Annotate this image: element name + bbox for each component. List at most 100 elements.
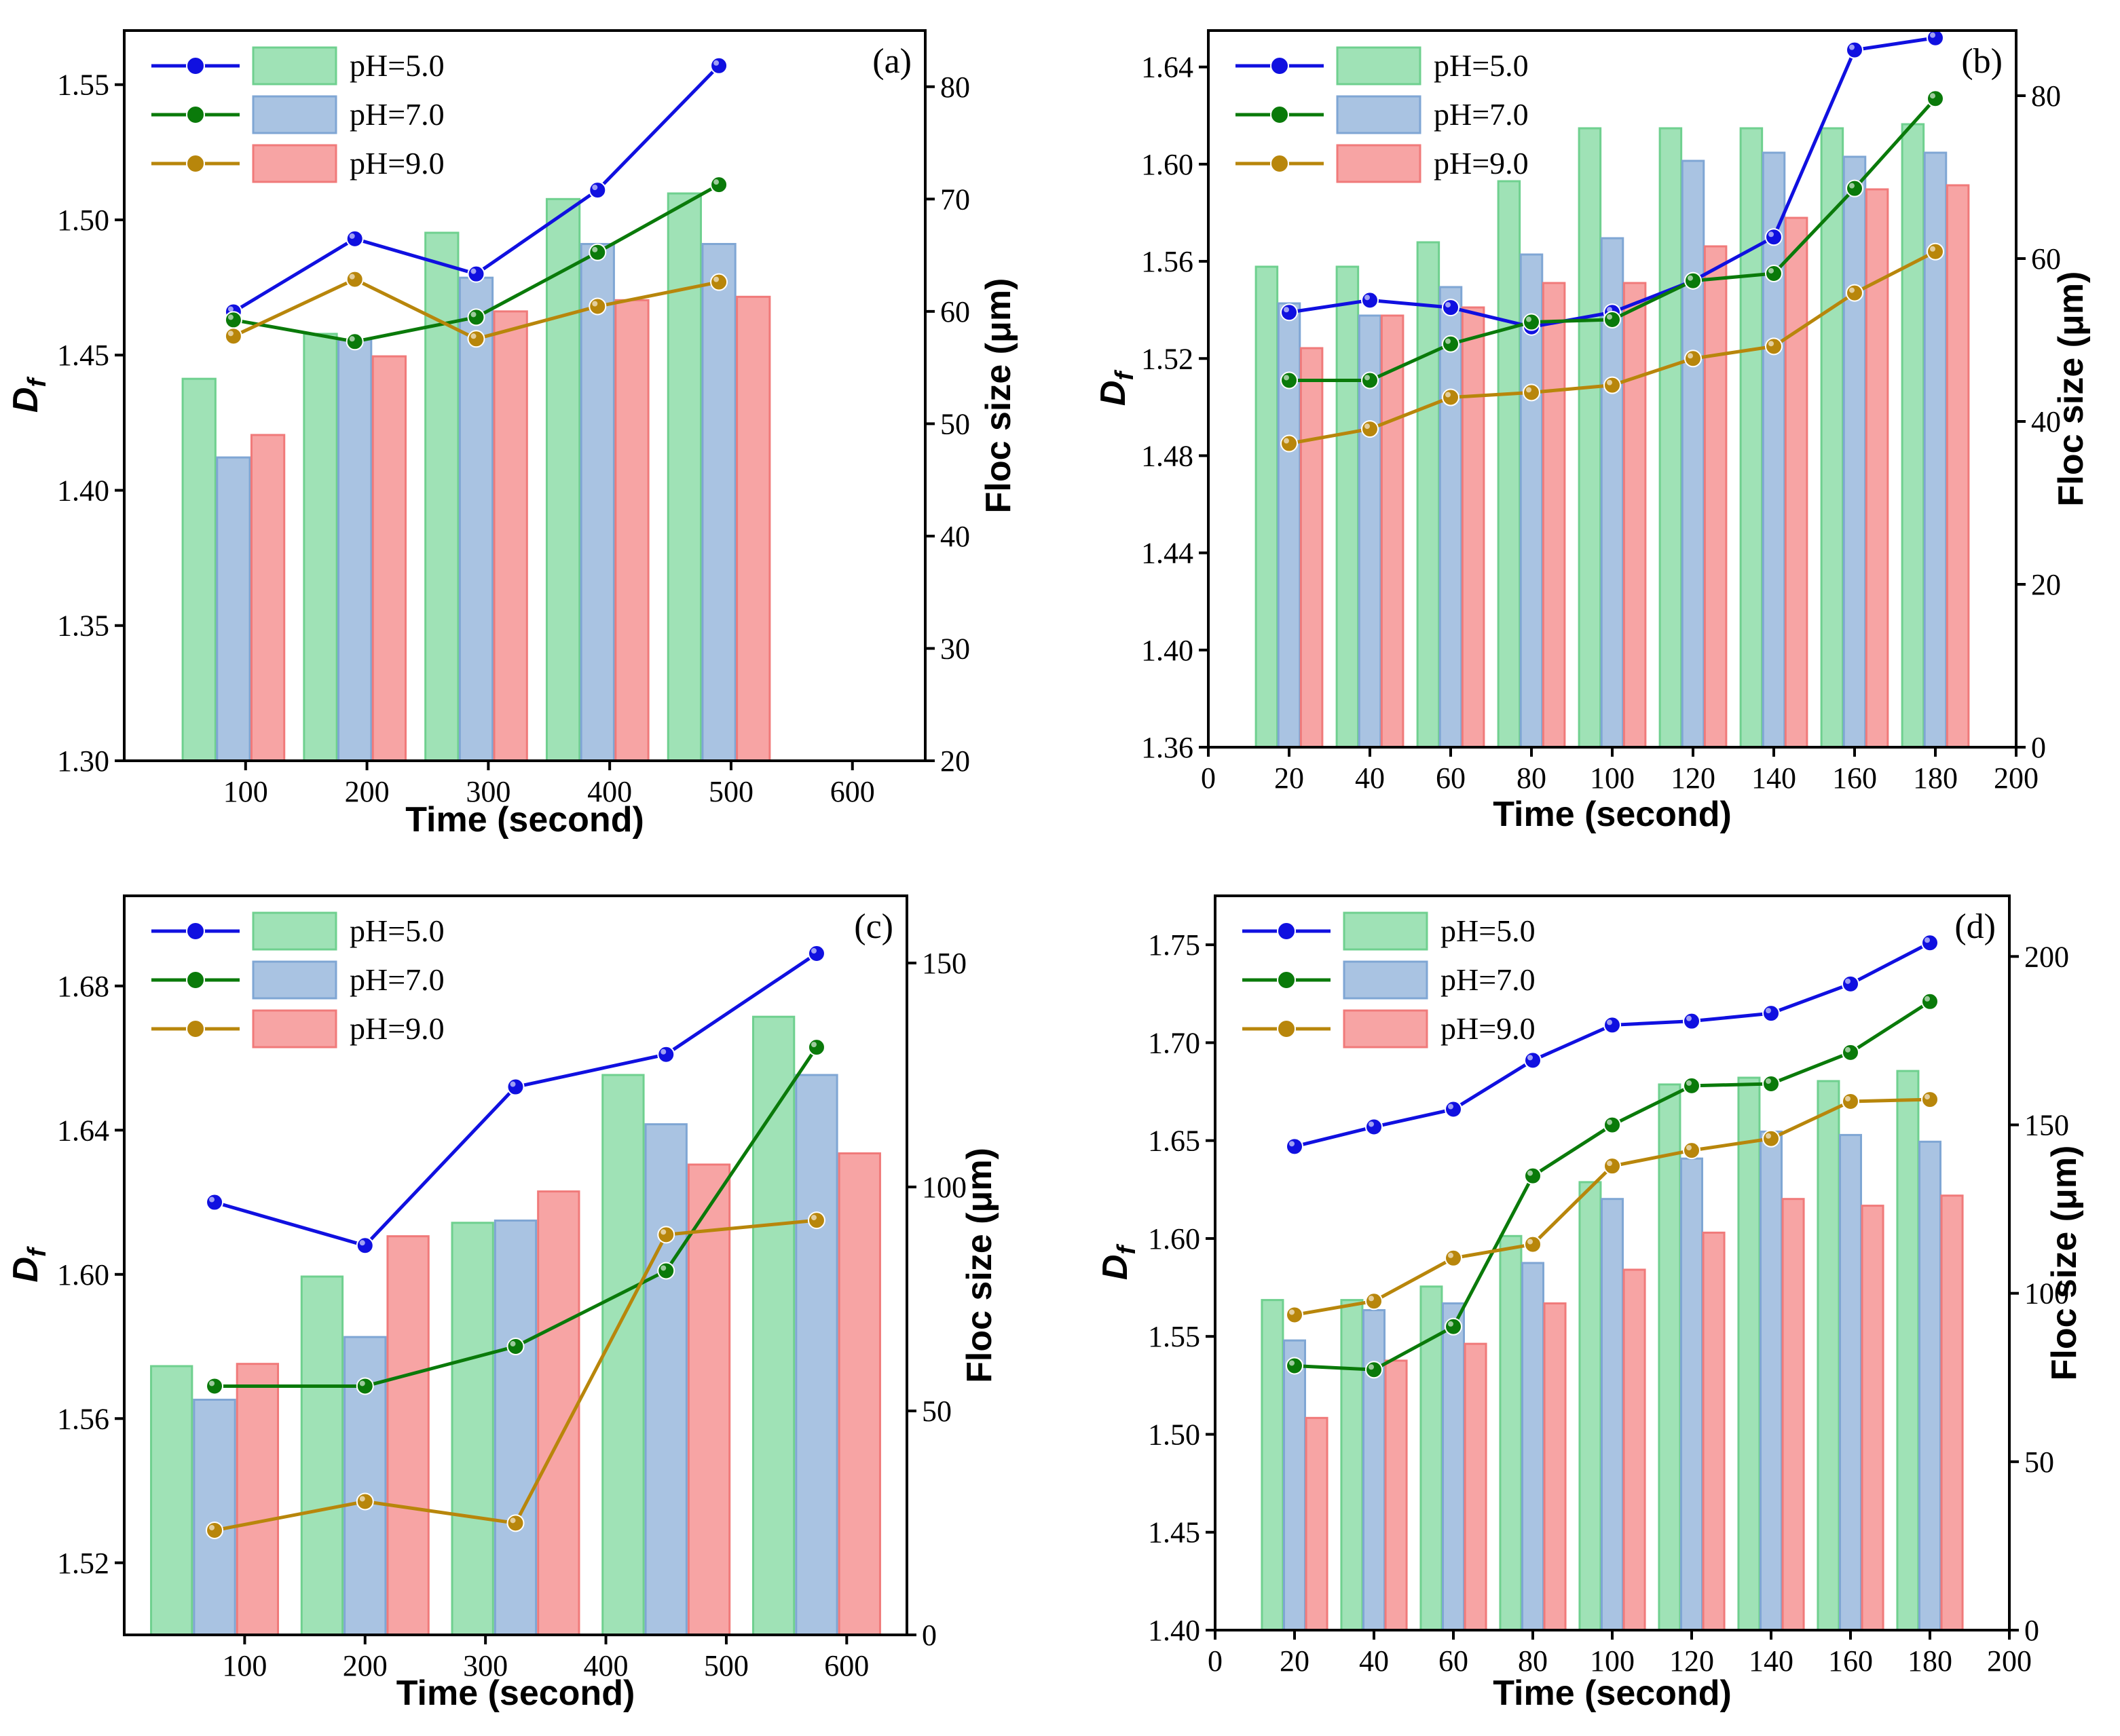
y-right-tick-label: 0 bbox=[2024, 1614, 2039, 1647]
point-highlight bbox=[227, 331, 234, 337]
point-highlight bbox=[1369, 1296, 1374, 1302]
bar-pH50-2 bbox=[424, 231, 460, 762]
point-pH50-2 bbox=[506, 1078, 525, 1096]
point-highlight bbox=[1688, 275, 1693, 281]
y-left-tick-label: 1.55 bbox=[1148, 1320, 1200, 1353]
y-left-tick-label: 1.36 bbox=[1141, 731, 1193, 764]
bar-pH70-0 bbox=[1277, 302, 1301, 749]
x-tick-label: 600 bbox=[824, 1649, 869, 1682]
bar-pH90-5 bbox=[1703, 245, 1728, 749]
y-left-tick-label: 1.60 bbox=[1141, 148, 1193, 181]
bar-pH50-5 bbox=[1658, 127, 1683, 749]
point-highlight bbox=[209, 1524, 215, 1530]
point-highlight bbox=[1849, 287, 1855, 293]
bar-pH70-5 bbox=[1679, 1157, 1704, 1631]
x-tick-label: 200 bbox=[345, 775, 390, 808]
legend-label: pH=9.0 bbox=[350, 1011, 445, 1046]
bar-pH90-0 bbox=[250, 434, 286, 762]
point-highlight bbox=[1766, 1008, 1771, 1014]
legend-marker bbox=[1277, 922, 1296, 941]
legend-marker bbox=[1270, 56, 1289, 75]
y-right-axis-title: Floc size (μm) bbox=[979, 278, 1018, 514]
point-highlight bbox=[1526, 387, 1531, 393]
legend-swatch bbox=[1343, 960, 1428, 1000]
point-pH50-0 bbox=[206, 1193, 224, 1211]
y-right-tick-label: 150 bbox=[2024, 1109, 2069, 1142]
point-pH70-6 bbox=[1765, 264, 1783, 282]
point-highlight bbox=[510, 1341, 516, 1347]
panel-label: (c) bbox=[854, 907, 893, 946]
point-highlight bbox=[1686, 1080, 1692, 1086]
bar-pH90-8 bbox=[1940, 1194, 1964, 1631]
y-right-tick-label: 20 bbox=[940, 744, 970, 778]
panel-label: (d) bbox=[1954, 907, 1996, 946]
point-highlight bbox=[1369, 1121, 1374, 1127]
point-pH50-2 bbox=[1445, 1100, 1462, 1118]
x-tick-label: 100 bbox=[222, 1649, 267, 1682]
bar-pH70-5 bbox=[1681, 159, 1705, 749]
x-tick-label: 40 bbox=[1355, 761, 1385, 795]
point-highlight bbox=[1445, 338, 1451, 344]
point-pH90-4 bbox=[710, 273, 728, 291]
bar-pH70-3 bbox=[580, 243, 615, 762]
y-left-tick-label: 1.55 bbox=[57, 69, 109, 102]
bar-pH70-7 bbox=[1838, 1133, 1863, 1631]
y-right-tick-label: 0 bbox=[2031, 731, 2046, 764]
point-pH50-6 bbox=[1765, 228, 1783, 246]
bar-pH50-1 bbox=[300, 1275, 344, 1636]
bar-pH50-0 bbox=[150, 1365, 193, 1636]
point-pH90-0 bbox=[1286, 1306, 1303, 1324]
point-highlight bbox=[1607, 1019, 1612, 1025]
point-pH90-1 bbox=[1365, 1292, 1383, 1310]
point-highlight bbox=[1526, 316, 1531, 322]
bar-pH50-5 bbox=[1658, 1083, 1681, 1631]
legend-marker bbox=[1270, 105, 1289, 124]
x-tick-label: 160 bbox=[1832, 761, 1877, 795]
point-highlight bbox=[1930, 93, 1935, 99]
y-right-tick-label: 80 bbox=[2031, 79, 2061, 113]
x-tick-label: 100 bbox=[1590, 1644, 1635, 1678]
x-tick-label: 180 bbox=[1908, 1644, 1952, 1678]
x-tick-label: 160 bbox=[1828, 1644, 1873, 1678]
point-highlight bbox=[811, 1215, 817, 1221]
point-pH90-3 bbox=[1523, 383, 1540, 402]
bar-pH70-4 bbox=[701, 243, 737, 762]
point-highlight bbox=[1289, 1141, 1295, 1147]
bar-pH70-4 bbox=[1600, 1198, 1624, 1631]
point-highlight bbox=[661, 1265, 667, 1271]
legend: pH=5.0 pH=7.0 pH=9.0 bbox=[151, 911, 445, 1049]
point-highlight bbox=[1448, 1321, 1453, 1327]
point-highlight bbox=[811, 947, 817, 954]
x-axis-title: Time (second) bbox=[1493, 795, 1732, 834]
point-pH70-6 bbox=[1762, 1074, 1780, 1093]
point-pH70-0 bbox=[1286, 1357, 1303, 1375]
x-tick-label: 80 bbox=[1518, 1644, 1548, 1678]
y-left-tick-label: 1.60 bbox=[57, 1258, 109, 1291]
y-left-tick-label: 1.48 bbox=[1141, 439, 1193, 472]
bar-pH90-0 bbox=[1305, 1416, 1328, 1631]
panel-d: 0 20 40 60 80 100 120 140 160 180 200 1.40 1.45 1.50 1… bbox=[1096, 894, 2084, 1713]
point-pH90-4 bbox=[1603, 376, 1621, 394]
y-left-tick-label: 1.65 bbox=[1148, 1125, 1200, 1158]
point-pH90-6 bbox=[1762, 1129, 1780, 1148]
y-right-tick-label: 70 bbox=[940, 183, 970, 216]
legend: pH=5.0 pH=7.0 pH=9.0 bbox=[151, 46, 445, 183]
point-highlight bbox=[1930, 246, 1935, 252]
bar-pH70-0 bbox=[193, 1399, 236, 1636]
y-left-tick-label: 1.50 bbox=[1148, 1418, 1200, 1451]
panel-label: (b) bbox=[1961, 42, 2003, 81]
x-tick-label: 120 bbox=[1669, 1644, 1714, 1678]
bar-pH90-4 bbox=[736, 295, 771, 762]
point-highlight bbox=[1364, 295, 1370, 301]
y-right-tick-label: 100 bbox=[2024, 1277, 2069, 1310]
bar-pH90-1 bbox=[1380, 314, 1405, 749]
y-left-tick-label: 1.40 bbox=[1148, 1614, 1200, 1647]
bar-pH50-1 bbox=[303, 333, 338, 762]
point-highlight bbox=[359, 1380, 365, 1386]
bar-pH90-3 bbox=[687, 1163, 731, 1636]
y-right-tick-label: 40 bbox=[2031, 405, 2061, 438]
legend-label: pH=7.0 bbox=[1434, 97, 1529, 132]
point-highlight bbox=[1686, 1145, 1692, 1151]
legend-swatch bbox=[252, 1009, 337, 1049]
